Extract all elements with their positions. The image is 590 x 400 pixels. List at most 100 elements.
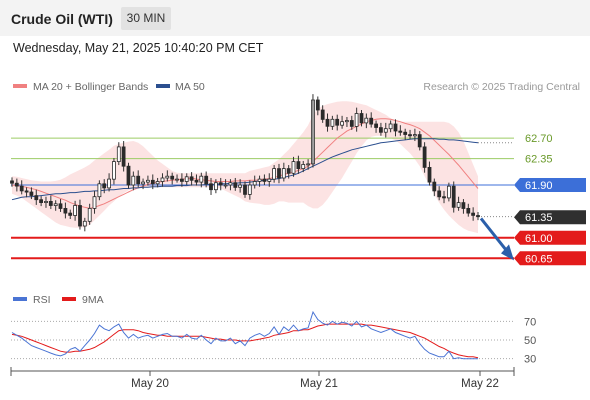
candle-body	[281, 168, 286, 179]
candle	[296, 155, 301, 174]
candle-body	[121, 146, 126, 167]
level-label-61-90: 61.90	[514, 178, 586, 192]
candle-body	[63, 207, 68, 214]
rsi-tick-30: 30	[524, 354, 536, 366]
candle-body	[471, 212, 476, 216]
candle-body	[340, 121, 345, 126]
x-tick-label: May 20	[131, 378, 169, 390]
candle	[344, 117, 349, 127]
level-tag-text: 61.35	[525, 212, 553, 224]
candle	[175, 174, 179, 183]
candle-body	[44, 200, 48, 203]
candle	[398, 125, 403, 136]
candle-body	[112, 161, 116, 180]
candle	[141, 178, 146, 190]
candle	[442, 190, 446, 204]
candle	[238, 179, 243, 193]
legend-swatch-ma50	[156, 84, 170, 88]
candle	[471, 207, 476, 221]
candle-body	[476, 215, 480, 218]
candle-body	[238, 184, 243, 188]
legend-swatch-rsi-ma	[62, 297, 76, 301]
candle	[383, 122, 388, 138]
candle	[184, 173, 189, 185]
candle	[10, 177, 14, 187]
candle	[432, 178, 437, 197]
candle	[461, 199, 466, 214]
candle-body	[131, 175, 136, 186]
candle	[306, 159, 311, 170]
candle-body	[403, 131, 408, 135]
candle	[456, 196, 461, 211]
candle-body	[349, 120, 354, 127]
candle	[301, 160, 306, 173]
candle	[437, 186, 442, 201]
candle-body	[243, 184, 247, 195]
legend-swatch-bollinger	[13, 84, 27, 88]
x-axis: May 20 May 21 May 22	[131, 371, 499, 390]
candle-body	[427, 166, 432, 183]
timeframe-button[interactable]: 30 MIN	[121, 7, 171, 30]
level-tag	[514, 251, 586, 266]
candle-body	[53, 203, 58, 207]
candle	[315, 96, 320, 116]
candle	[150, 174, 155, 190]
candle	[102, 179, 107, 194]
candle-body	[393, 123, 398, 132]
candle-body	[73, 205, 77, 216]
candle-body	[398, 130, 403, 133]
level-tag	[514, 230, 586, 245]
price-panel: 62.70 62.35 61.90 61.35 61.00 60.65	[10, 94, 586, 266]
candle	[199, 172, 204, 188]
candle	[281, 162, 286, 182]
candle-body	[145, 179, 150, 183]
candle-body	[194, 179, 199, 183]
candle	[233, 177, 238, 191]
legend-label-rsi: RSI	[33, 294, 51, 306]
candle-body	[126, 165, 131, 186]
candle	[82, 217, 87, 232]
candle	[388, 120, 393, 133]
candle-body	[267, 178, 272, 182]
candle	[446, 182, 451, 202]
candle-body	[102, 183, 107, 189]
candle	[451, 181, 456, 213]
candle-body	[34, 195, 39, 201]
level-label-62-35: 62.35	[525, 154, 553, 166]
level-tag	[514, 178, 586, 192]
rsi-panel: 70 50 30	[11, 310, 536, 366]
candle	[29, 187, 34, 200]
candle	[354, 107, 359, 132]
candle-body	[291, 161, 296, 174]
candle	[247, 180, 252, 200]
candle	[39, 196, 43, 207]
candle	[78, 199, 82, 230]
candle	[68, 209, 73, 219]
rsi-ma-line	[11, 323, 479, 359]
candle-body	[68, 212, 73, 216]
candle-body	[141, 181, 146, 185]
candle-body	[277, 168, 281, 179]
candle	[87, 203, 92, 225]
candle	[92, 190, 97, 214]
source-credit: Research © 2025 Trading Central	[423, 81, 580, 93]
header-bar: Crude Oil (WTI) 30 MIN	[0, 0, 590, 36]
projection-arrow-head	[501, 244, 514, 261]
candle-body	[257, 178, 262, 182]
candle	[116, 142, 121, 166]
candle	[374, 120, 379, 133]
candle	[189, 172, 194, 186]
candle	[14, 178, 19, 192]
candle	[417, 131, 422, 151]
candle	[34, 189, 39, 205]
level-tag-text: 61.00	[525, 233, 553, 245]
candle-body	[29, 191, 34, 196]
candle-body	[461, 202, 466, 209]
candle	[48, 195, 53, 210]
x-tick-label: May 21	[300, 378, 338, 390]
candle	[73, 200, 77, 221]
candle-body	[82, 220, 87, 227]
candle-body	[218, 182, 223, 186]
candle-body	[92, 196, 97, 209]
